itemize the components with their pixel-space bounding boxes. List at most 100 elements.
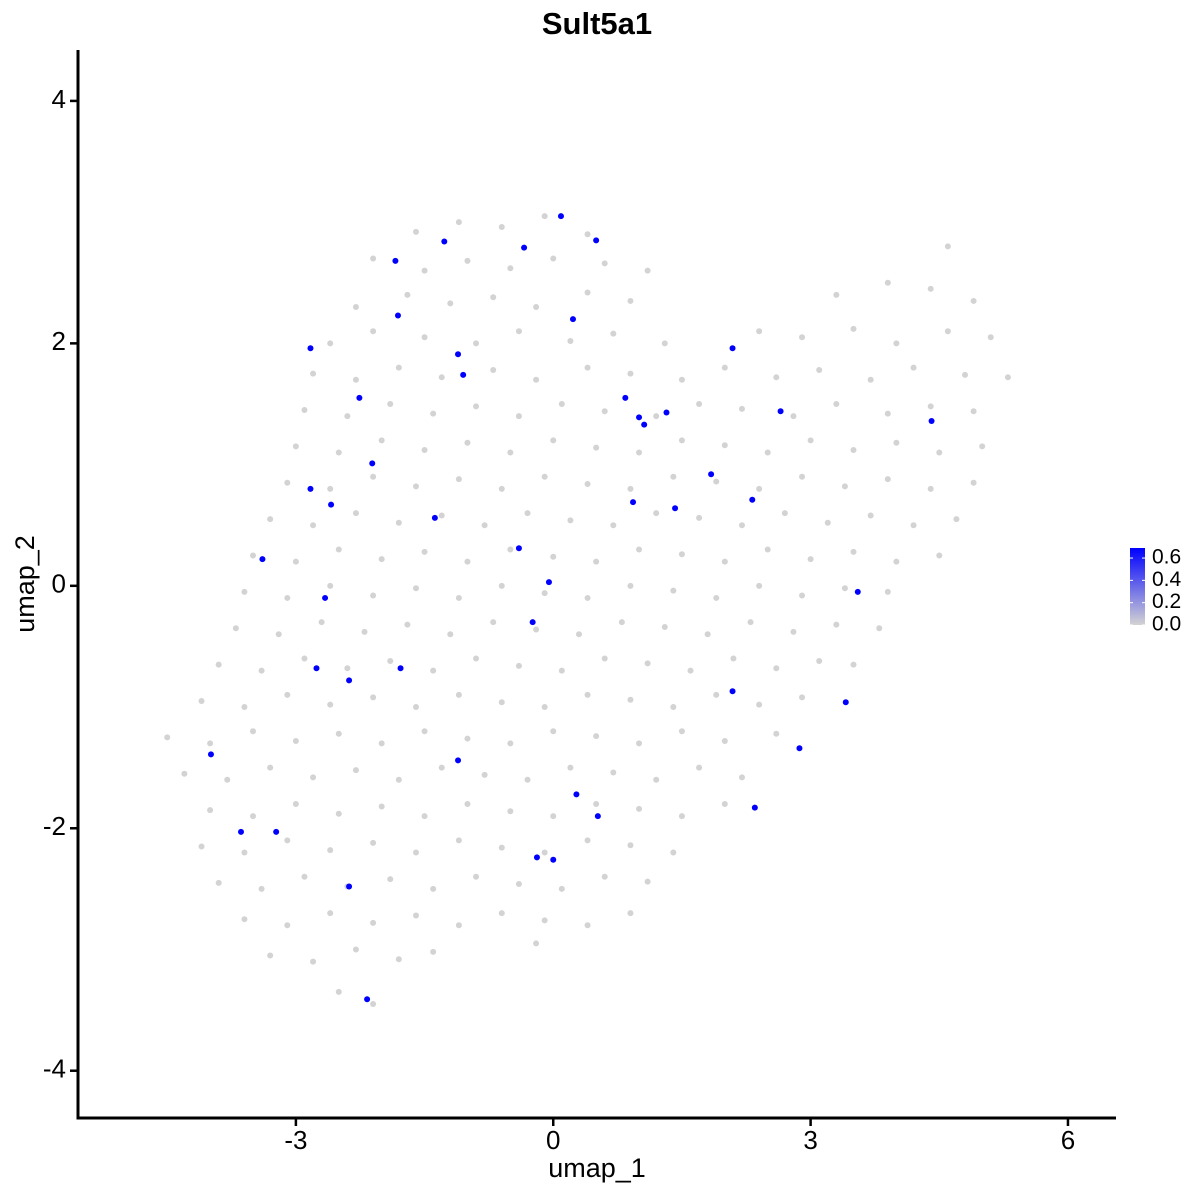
point [259,556,266,563]
point [850,661,857,668]
point [842,699,849,706]
point [927,285,934,292]
point [370,919,377,926]
point [455,476,462,483]
point [327,910,334,917]
point [490,294,497,301]
point [387,400,394,407]
point [292,801,299,808]
point [936,449,943,456]
point [250,728,257,735]
point [636,449,643,456]
point [670,849,677,856]
point [395,519,402,526]
point [593,801,600,808]
point [636,546,643,553]
colorbar-label: 0.0 [1152,613,1181,636]
point [601,655,608,662]
point [584,364,591,371]
point [893,340,900,347]
point [455,757,462,764]
point [594,813,601,820]
point [653,776,660,783]
point [747,619,754,626]
point [430,667,437,674]
point [696,400,703,407]
point [550,553,557,560]
point [369,460,376,467]
point [670,473,677,480]
point [404,291,411,298]
point [515,881,522,888]
point [601,873,608,880]
point [421,548,428,555]
point [893,439,900,446]
point [584,480,591,487]
point [431,514,438,521]
point [207,740,214,747]
point [430,948,437,955]
point [430,885,437,892]
point [301,407,308,414]
point [593,444,600,451]
point [473,340,480,347]
point [344,413,351,420]
point [507,265,514,272]
point [455,594,462,601]
point [867,512,874,519]
point [533,376,540,383]
point [464,257,471,264]
colorbar-label: 0.2 [1152,590,1181,613]
point [267,764,274,771]
point [584,691,591,698]
point [515,413,522,420]
point [833,400,840,407]
point [627,842,634,849]
point [884,410,891,417]
point [799,694,806,701]
point [569,316,576,323]
point [644,660,651,667]
point [593,237,600,244]
point [507,808,514,815]
point [241,849,248,856]
point [412,849,419,856]
point [455,837,462,844]
point [867,376,874,383]
point [284,594,291,601]
point [441,238,448,245]
point [584,289,591,296]
x-tick-label: -3 [284,1125,307,1155]
point [799,334,806,341]
point [198,697,205,704]
point [777,408,784,415]
point [773,730,780,737]
point [627,485,634,492]
point [515,328,522,335]
point [387,876,394,883]
point [464,801,471,808]
point [490,367,497,374]
point [232,625,239,632]
point [550,856,557,863]
point [533,626,540,633]
point [678,728,685,735]
point [198,843,205,850]
point [412,704,419,711]
x-tick-label: 6 [1061,1125,1075,1155]
point [910,364,917,371]
point [327,847,334,854]
colorbar-label: 0.6 [1152,546,1181,569]
point [370,1001,377,1008]
point [275,631,282,638]
point [521,244,528,251]
point [796,745,803,752]
point [498,485,505,492]
x-axis-label: umap_1 [548,1153,646,1183]
point [661,340,668,347]
point [610,769,617,776]
point [799,473,806,480]
point [1004,374,1011,381]
point [610,330,617,337]
point [807,556,814,563]
